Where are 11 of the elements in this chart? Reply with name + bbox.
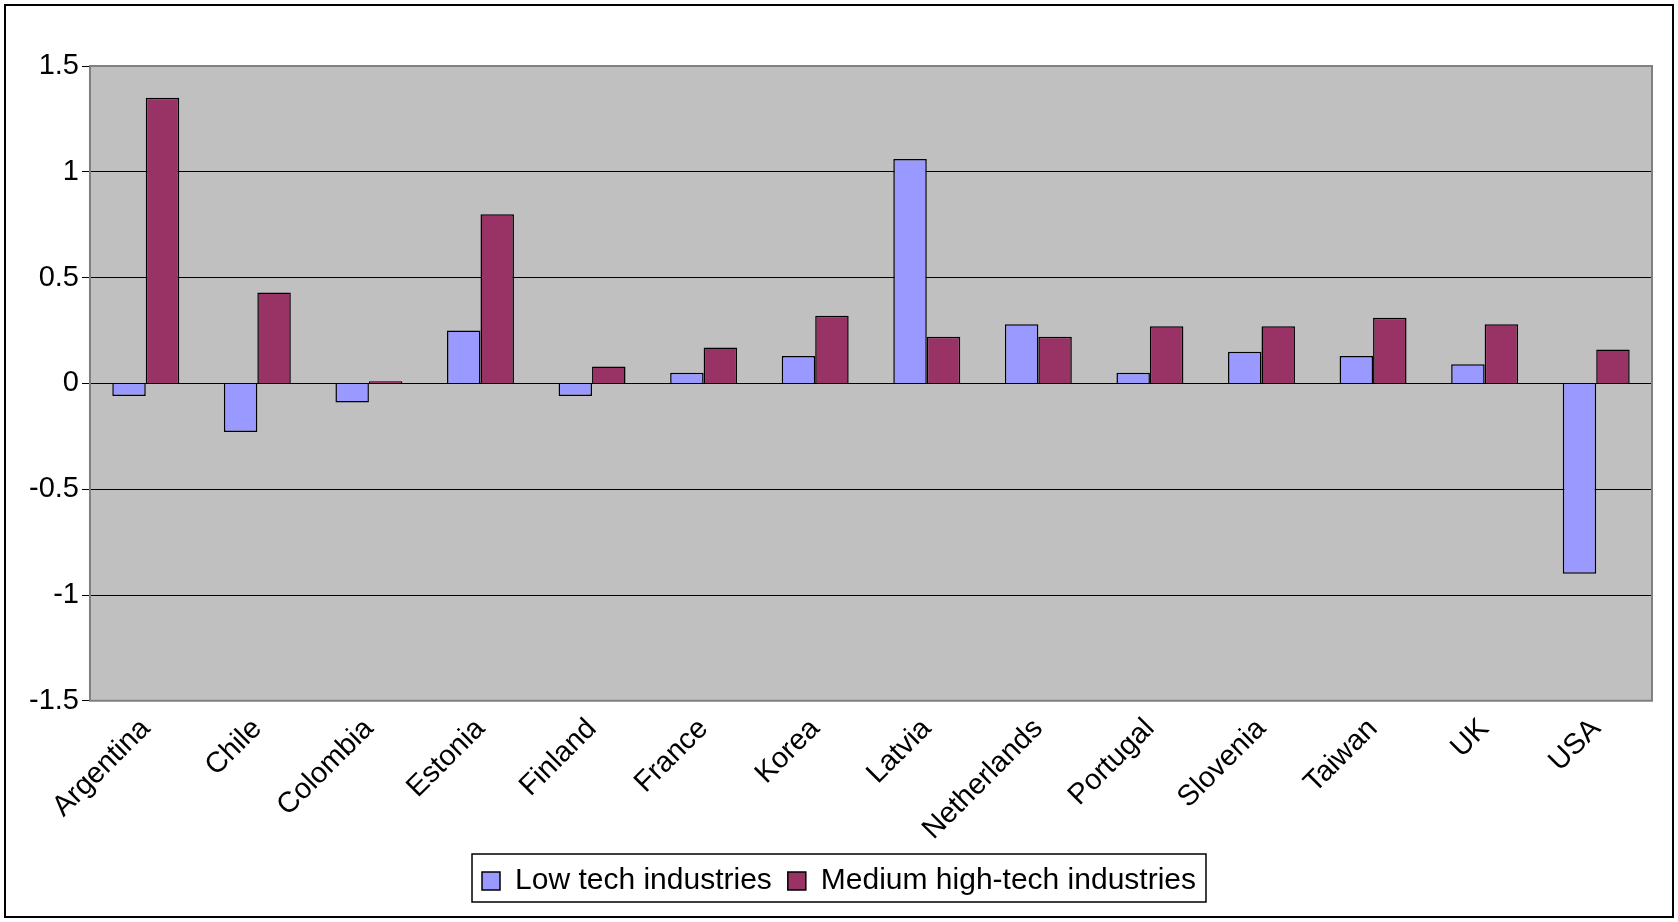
y-tick-label: -0.5 <box>28 471 79 504</box>
legend-label: Low tech industries <box>515 862 772 896</box>
y-tick-label: -1.5 <box>28 682 79 715</box>
y-tick-label: 0 <box>62 365 79 398</box>
y-tick-label: 1.5 <box>38 48 79 80</box>
x-tick-label: USA <box>1541 710 1607 777</box>
y-tick-label: -1 <box>53 577 79 610</box>
y-tick-label: 1 <box>62 153 79 186</box>
x-tick-label: UK <box>1443 710 1495 763</box>
y-tick-label: 0.5 <box>38 259 79 292</box>
legend-label: Medium high-tech industries <box>820 862 1196 896</box>
